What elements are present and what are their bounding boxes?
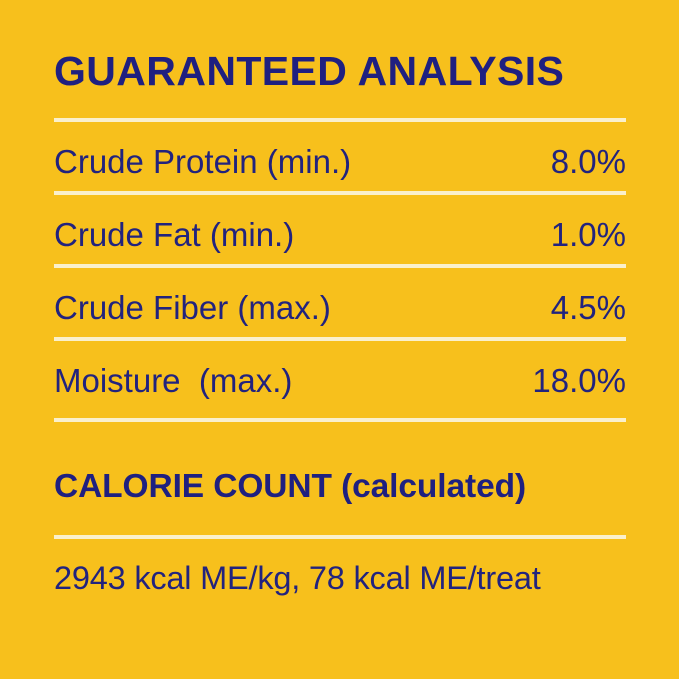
nutrient-value: 4.5% xyxy=(550,289,626,326)
nutrient-value: 18.0% xyxy=(532,362,626,399)
table-row: Crude Fiber (max.) 4.5% xyxy=(54,291,626,324)
nutrient-value: 8.0% xyxy=(550,143,626,180)
divider-rule xyxy=(54,264,626,268)
nutrient-label: Crude Fiber (max.) xyxy=(54,289,331,326)
divider-rule xyxy=(54,337,626,341)
table-row: Crude Fat (min.) 1.0% xyxy=(54,218,626,251)
table-row: Moisture (max.) 18.0% xyxy=(54,364,626,397)
nutrient-label: Moisture (max.) xyxy=(54,362,293,399)
table-row: Crude Protein (min.) 8.0% xyxy=(54,145,626,178)
calorie-count-statement: 2943 kcal ME/kg, 78 kcal ME/treat xyxy=(54,560,541,596)
divider-rule xyxy=(54,191,626,195)
nutrient-label: Crude Fat (min.) xyxy=(54,216,295,253)
calorie-count-title-qualifier: (calculated) xyxy=(331,468,527,505)
divider-rule xyxy=(54,535,626,539)
panel-content: GUARANTEED ANALYSIS Crude Protein (min.)… xyxy=(54,0,626,679)
divider-rule xyxy=(54,418,626,422)
nutrient-label: Crude Protein (min.) xyxy=(54,143,352,180)
divider-rule xyxy=(54,118,626,122)
calorie-count-title-main: CALORIE COUNT xyxy=(54,468,332,505)
calorie-count-title: CALORIE COUNT (calculated) xyxy=(54,470,526,504)
guaranteed-analysis-title: GUARANTEED ANALYSIS xyxy=(54,48,565,94)
nutrient-value: 1.0% xyxy=(550,216,626,253)
